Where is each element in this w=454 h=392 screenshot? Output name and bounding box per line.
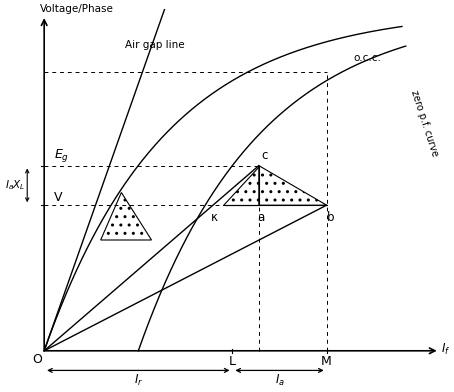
Text: zero p.f. curve: zero p.f. curve xyxy=(410,89,440,157)
Text: $I_f$: $I_f$ xyxy=(441,342,451,357)
Text: κ: κ xyxy=(210,211,217,224)
Text: V: V xyxy=(54,191,62,203)
Polygon shape xyxy=(223,165,259,205)
Text: $I_a$: $I_a$ xyxy=(275,373,285,388)
Text: Voltage/Phase: Voltage/Phase xyxy=(40,4,114,14)
Text: $E_g$: $E_g$ xyxy=(54,147,69,164)
Text: $I_a X_L$: $I_a X_L$ xyxy=(5,178,25,192)
Text: c: c xyxy=(262,149,268,162)
Text: b: b xyxy=(326,211,334,224)
Text: Air gap line: Air gap line xyxy=(125,40,185,50)
Text: $I_r$: $I_r$ xyxy=(133,373,143,388)
Text: M: M xyxy=(321,355,332,368)
Polygon shape xyxy=(101,192,152,240)
Text: O: O xyxy=(32,353,42,367)
Text: L: L xyxy=(229,355,236,368)
Polygon shape xyxy=(259,165,326,205)
Text: o.c.c.: o.c.c. xyxy=(353,53,381,63)
Text: a: a xyxy=(257,211,264,224)
